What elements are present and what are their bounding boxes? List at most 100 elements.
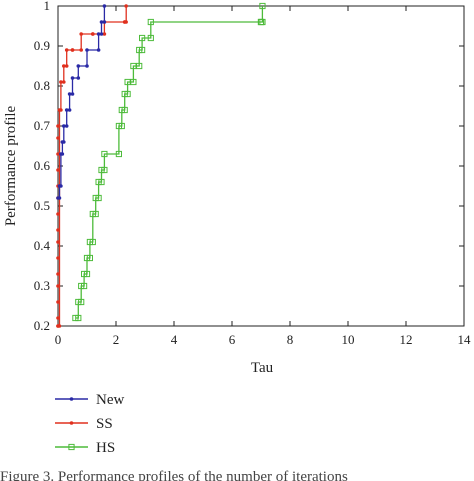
series-new-point [102, 4, 107, 8]
series-hs-point [147, 18, 154, 26]
series-new [56, 4, 107, 200]
x-tick-label: 10 [342, 332, 355, 347]
series-ss-marker [56, 168, 60, 172]
x-tick-label: 14 [458, 332, 472, 347]
series-new-point [62, 140, 66, 144]
series-new-point [85, 48, 89, 52]
series-hs-point [75, 314, 82, 322]
y-tick-label: 0.8 [34, 78, 50, 93]
series-hs-point [101, 166, 108, 174]
y-tick-label: 0.2 [34, 318, 50, 333]
legend-label-ss: SS [96, 416, 113, 432]
series-new-point [99, 20, 104, 24]
series-hs-line [75, 6, 264, 319]
legend-label-new: New [96, 392, 124, 408]
series-ss-point [64, 48, 69, 52]
series-hs-point [259, 2, 266, 10]
series-new-point [70, 76, 75, 80]
series-hs-point [95, 194, 102, 202]
y-tick-label: 1 [44, 0, 51, 13]
series-hs-point [78, 298, 85, 306]
series-hs-point [98, 178, 105, 186]
series-ss-point [59, 108, 63, 112]
x-tick-label: 6 [229, 332, 236, 347]
series-ss-point [79, 48, 83, 52]
y-tick-label: 0.9 [34, 38, 50, 53]
series-ss-marker [56, 240, 60, 244]
series-hs-point [81, 282, 88, 290]
legend: New SS HS [55, 392, 124, 456]
series-ss-point [64, 64, 69, 68]
x-tick-label: 4 [171, 332, 178, 347]
series-new-point [96, 48, 101, 52]
series-ss-marker [56, 212, 60, 216]
x-tick-label: 2 [113, 332, 120, 347]
series-ss-point [62, 80, 66, 84]
y-tick-label: 0.6 [34, 158, 51, 173]
series-hs-point [86, 254, 94, 262]
series-ss-point [79, 32, 83, 36]
series-ss [56, 4, 128, 328]
y-tick-label: 0.4 [34, 238, 51, 253]
series-new-point [76, 64, 81, 68]
series-ss-marker [56, 272, 60, 276]
series-hs-point [101, 150, 108, 158]
series-hs-point [124, 78, 131, 86]
series-new-point [70, 92, 75, 96]
series-ss-point [57, 324, 62, 328]
x-tick-label: 8 [287, 332, 294, 347]
series-hs [72, 2, 266, 322]
x-tick-label: 0 [55, 332, 62, 347]
series-ss-line [58, 6, 127, 327]
series-ss-marker [56, 228, 60, 232]
legend-item-new: New [55, 392, 124, 408]
y-axis-label: Performance profile [3, 105, 19, 226]
series-hs-point [121, 106, 128, 114]
series-hs-point [115, 150, 123, 158]
series-ss-point [124, 20, 128, 24]
series-new-point [99, 32, 104, 36]
series-hs-point [92, 210, 99, 218]
series-ss-point [59, 80, 63, 84]
series-new-point [57, 196, 62, 200]
x-tick-label: 12 [400, 332, 413, 347]
series-new-point [102, 20, 107, 24]
series-new-point [96, 32, 101, 36]
series-hs-point [130, 78, 137, 86]
series-ss-marker [56, 152, 60, 156]
axis-ticks: 0 2 4 6 8 10 12 14 0.2 0.3 0.4 0.5 0.6 0.7 0.8 0.9 1 [34, 0, 471, 347]
figure-caption: Figure 3. Performance profiles of the nu… [0, 469, 348, 481]
plot-frame [57, 5, 465, 327]
series-hs-point [83, 270, 91, 278]
series-hs-point [147, 34, 154, 42]
series-hs-point [118, 122, 125, 130]
legend-marker-hs [68, 443, 75, 451]
legend-item-hs: HS [55, 440, 115, 456]
series-ss-marker [56, 136, 60, 140]
y-tick-label: 0.5 [34, 198, 50, 213]
y-tick-label: 0.7 [34, 118, 51, 133]
series-hs-point [130, 62, 137, 70]
series-ss-marker [56, 124, 60, 128]
legend-marker-ss [69, 421, 74, 425]
series-hs-point [139, 34, 146, 42]
series-new-point [59, 184, 63, 188]
series-ss-marker [56, 316, 60, 320]
series-hs-point [89, 238, 96, 246]
series-new-point [64, 108, 69, 112]
series-hs-point [124, 90, 131, 98]
series-layer [56, 2, 266, 328]
series-hs-point [259, 18, 266, 26]
legend-marker-new [69, 397, 74, 401]
series-new-point [76, 76, 81, 80]
legend-label-hs: HS [96, 440, 115, 456]
series-new-point [62, 124, 66, 128]
series-new-point [67, 92, 72, 96]
x-axis-label: Tau [251, 360, 274, 376]
series-hs-point [139, 46, 146, 54]
series-new-point [64, 124, 69, 128]
legend-item-ss: SS [55, 416, 113, 432]
series-new-point [85, 64, 89, 68]
series-ss-point [62, 64, 66, 68]
